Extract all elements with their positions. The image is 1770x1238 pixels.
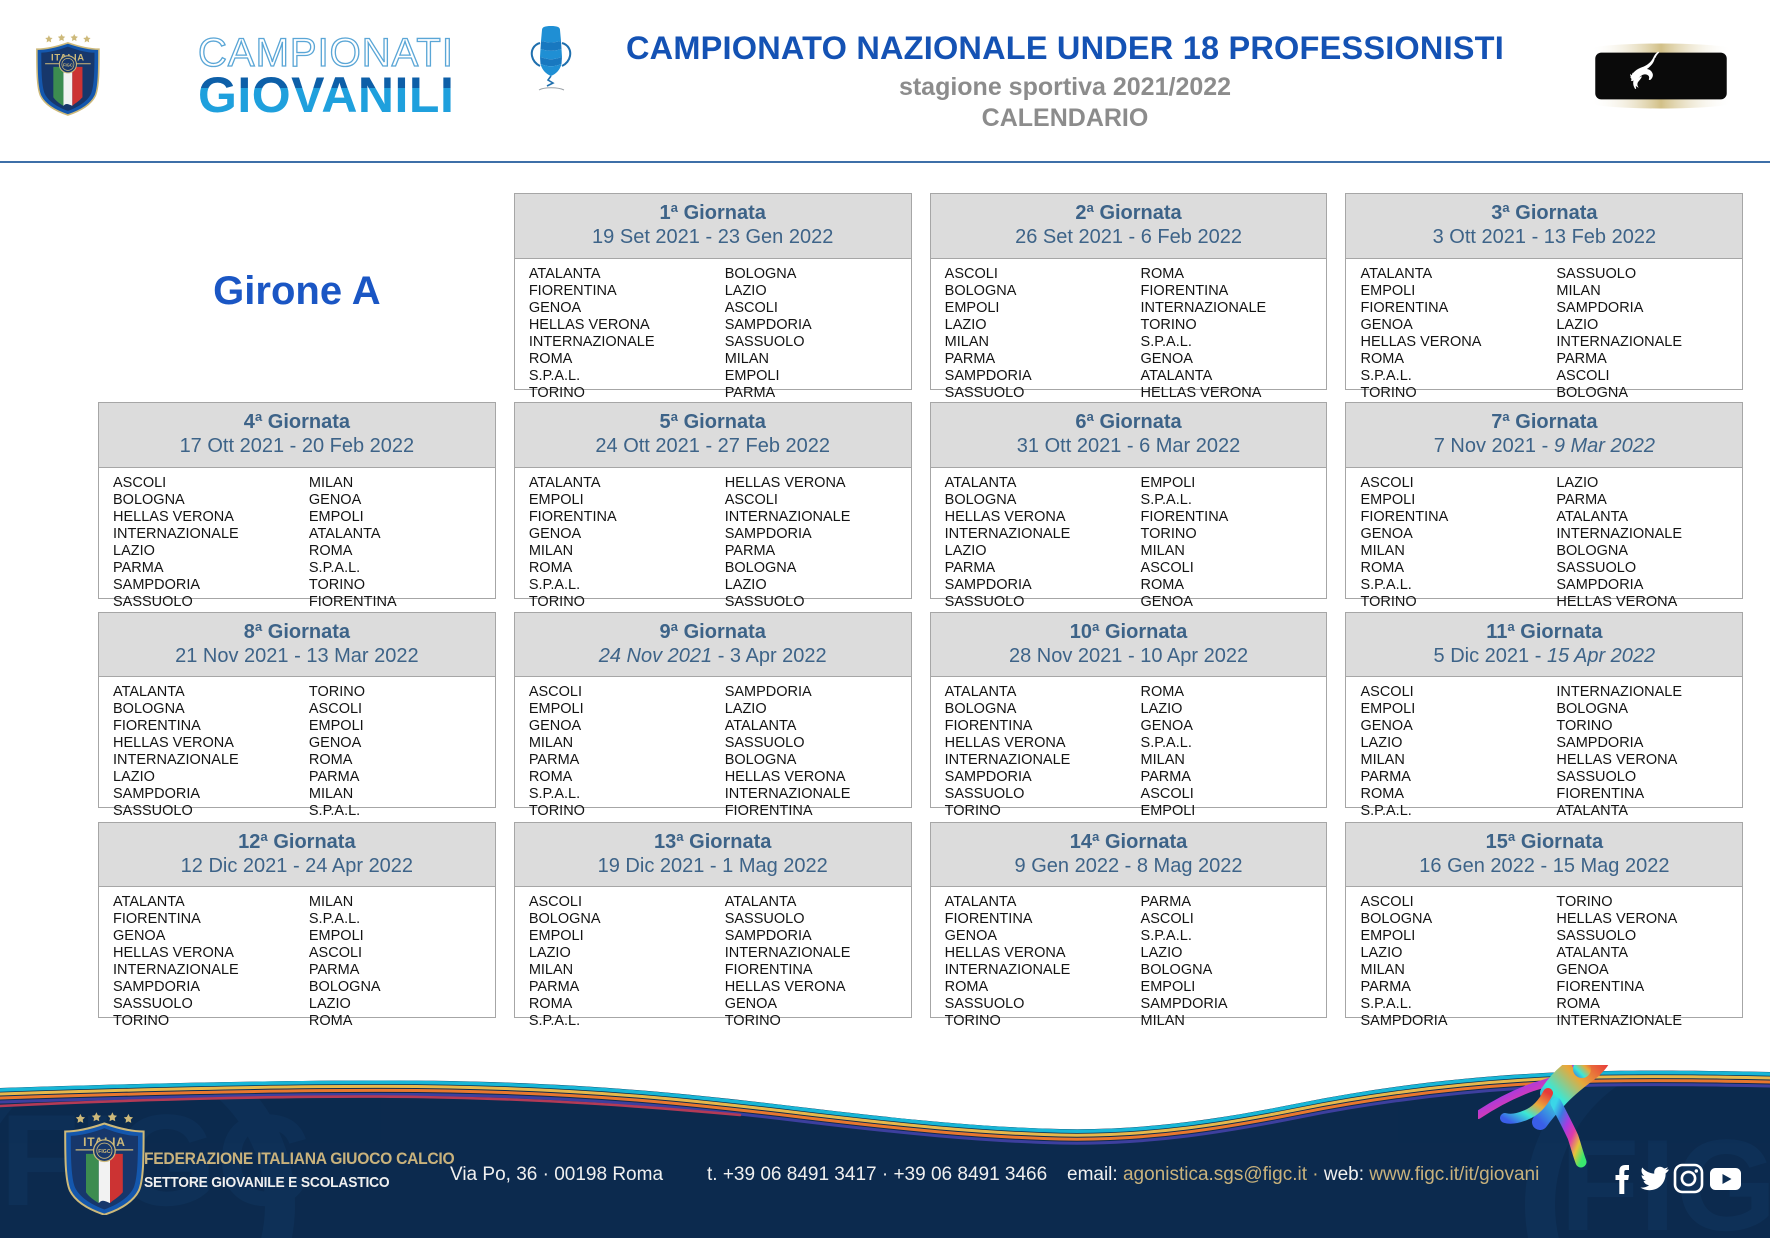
svg-text:FIGC: FIGC <box>98 1149 111 1155</box>
